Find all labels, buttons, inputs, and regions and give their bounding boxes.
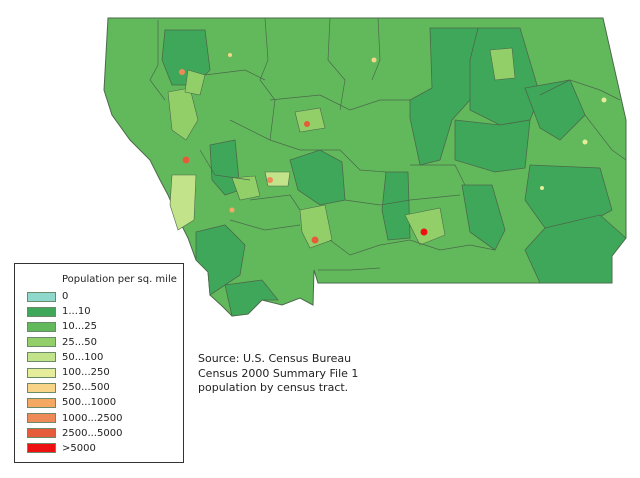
legend-swatch xyxy=(27,428,56,439)
legend-row: 0 xyxy=(27,289,122,304)
legend-swatch xyxy=(27,291,56,302)
legend-row: >5000 xyxy=(27,441,122,456)
county-boundaries xyxy=(149,17,627,271)
legend-row: 250...500 xyxy=(27,380,122,395)
legend-label: 1...10 xyxy=(62,306,91,318)
legend-row: 100...250 xyxy=(27,365,122,380)
legend-box: Population per sq. mile 0 1...10 10...25 25… xyxy=(14,263,184,463)
legend-label: 500...1000 xyxy=(62,397,117,409)
legend-label: 50...100 xyxy=(62,351,104,363)
legend-swatch xyxy=(27,321,56,332)
source-line-3: population by census tract. xyxy=(198,381,349,394)
legend-label: 1000...2500 xyxy=(62,412,123,424)
legend-row: 2500...5000 xyxy=(27,426,122,441)
legend-swatch xyxy=(27,352,56,363)
legend-row: 1...10 xyxy=(27,304,122,319)
legend-swatch xyxy=(27,397,56,408)
source-note: Source: U.S. Census Bureau Census 2000 S… xyxy=(198,352,358,396)
source-line-1: Source: U.S. Census Bureau xyxy=(198,352,352,365)
legend-swatch xyxy=(27,413,56,424)
legend-label: 25...50 xyxy=(62,336,97,348)
legend-row: 25...50 xyxy=(27,335,122,350)
legend-label: 10...25 xyxy=(62,321,97,333)
medium-density-regions xyxy=(167,47,516,249)
legend-row: 1000...2500 xyxy=(27,411,122,426)
legend-items: 0 1...10 10...25 25...50 50...100 100...250 25… xyxy=(27,289,122,456)
low-density-regions xyxy=(161,27,627,317)
legend-row: 50...100 xyxy=(27,350,122,365)
legend-label: 250...500 xyxy=(62,382,110,394)
legend-label: 0 xyxy=(62,291,69,303)
legend-title: Population per sq. mile xyxy=(62,274,177,285)
legend-swatch xyxy=(27,306,56,317)
legend-label: 2500...5000 xyxy=(62,427,123,439)
legend-label: 100...250 xyxy=(62,367,110,379)
legend-label: >5000 xyxy=(62,442,96,454)
legend-row: 10...25 xyxy=(27,319,122,334)
urban-hotspots xyxy=(179,53,607,244)
source-line-2: Census 2000 Summary File 1 xyxy=(198,366,359,380)
legend-swatch xyxy=(27,382,56,393)
legend-swatch xyxy=(27,367,56,378)
legend-row: 500...1000 xyxy=(27,395,122,410)
legend-swatch xyxy=(27,337,56,348)
legend-swatch xyxy=(27,443,56,454)
